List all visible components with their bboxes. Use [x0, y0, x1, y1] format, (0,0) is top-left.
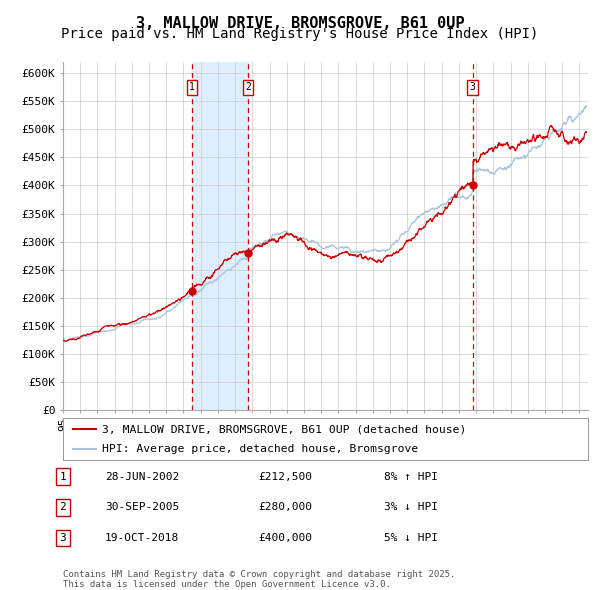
Text: 28-JUN-2002: 28-JUN-2002	[105, 472, 179, 481]
Text: 3: 3	[59, 533, 67, 543]
Text: 3, MALLOW DRIVE, BROMSGROVE, B61 0UP (detached house): 3, MALLOW DRIVE, BROMSGROVE, B61 0UP (de…	[103, 424, 467, 434]
Text: 30-SEP-2005: 30-SEP-2005	[105, 503, 179, 512]
Text: 19-OCT-2018: 19-OCT-2018	[105, 533, 179, 543]
Text: 1: 1	[59, 472, 67, 481]
Text: 3% ↓ HPI: 3% ↓ HPI	[384, 503, 438, 512]
Text: 8% ↑ HPI: 8% ↑ HPI	[384, 472, 438, 481]
Text: This data is licensed under the Open Government Licence v3.0.: This data is licensed under the Open Gov…	[63, 579, 391, 589]
Text: £400,000: £400,000	[258, 533, 312, 543]
Text: £280,000: £280,000	[258, 503, 312, 512]
Text: 1: 1	[189, 82, 195, 92]
Text: Price paid vs. HM Land Registry's House Price Index (HPI): Price paid vs. HM Land Registry's House …	[61, 27, 539, 41]
Text: 3, MALLOW DRIVE, BROMSGROVE, B61 0UP: 3, MALLOW DRIVE, BROMSGROVE, B61 0UP	[136, 16, 464, 31]
Bar	[192, 62, 248, 410]
Text: 3: 3	[470, 82, 476, 92]
Text: HPI: Average price, detached house, Bromsgrove: HPI: Average price, detached house, Brom…	[103, 444, 419, 454]
Text: £212,500: £212,500	[258, 472, 312, 481]
Text: 2: 2	[245, 82, 251, 92]
Text: 5% ↓ HPI: 5% ↓ HPI	[384, 533, 438, 543]
Text: Contains HM Land Registry data © Crown copyright and database right 2025.: Contains HM Land Registry data © Crown c…	[63, 570, 455, 579]
Text: 2: 2	[59, 503, 67, 512]
